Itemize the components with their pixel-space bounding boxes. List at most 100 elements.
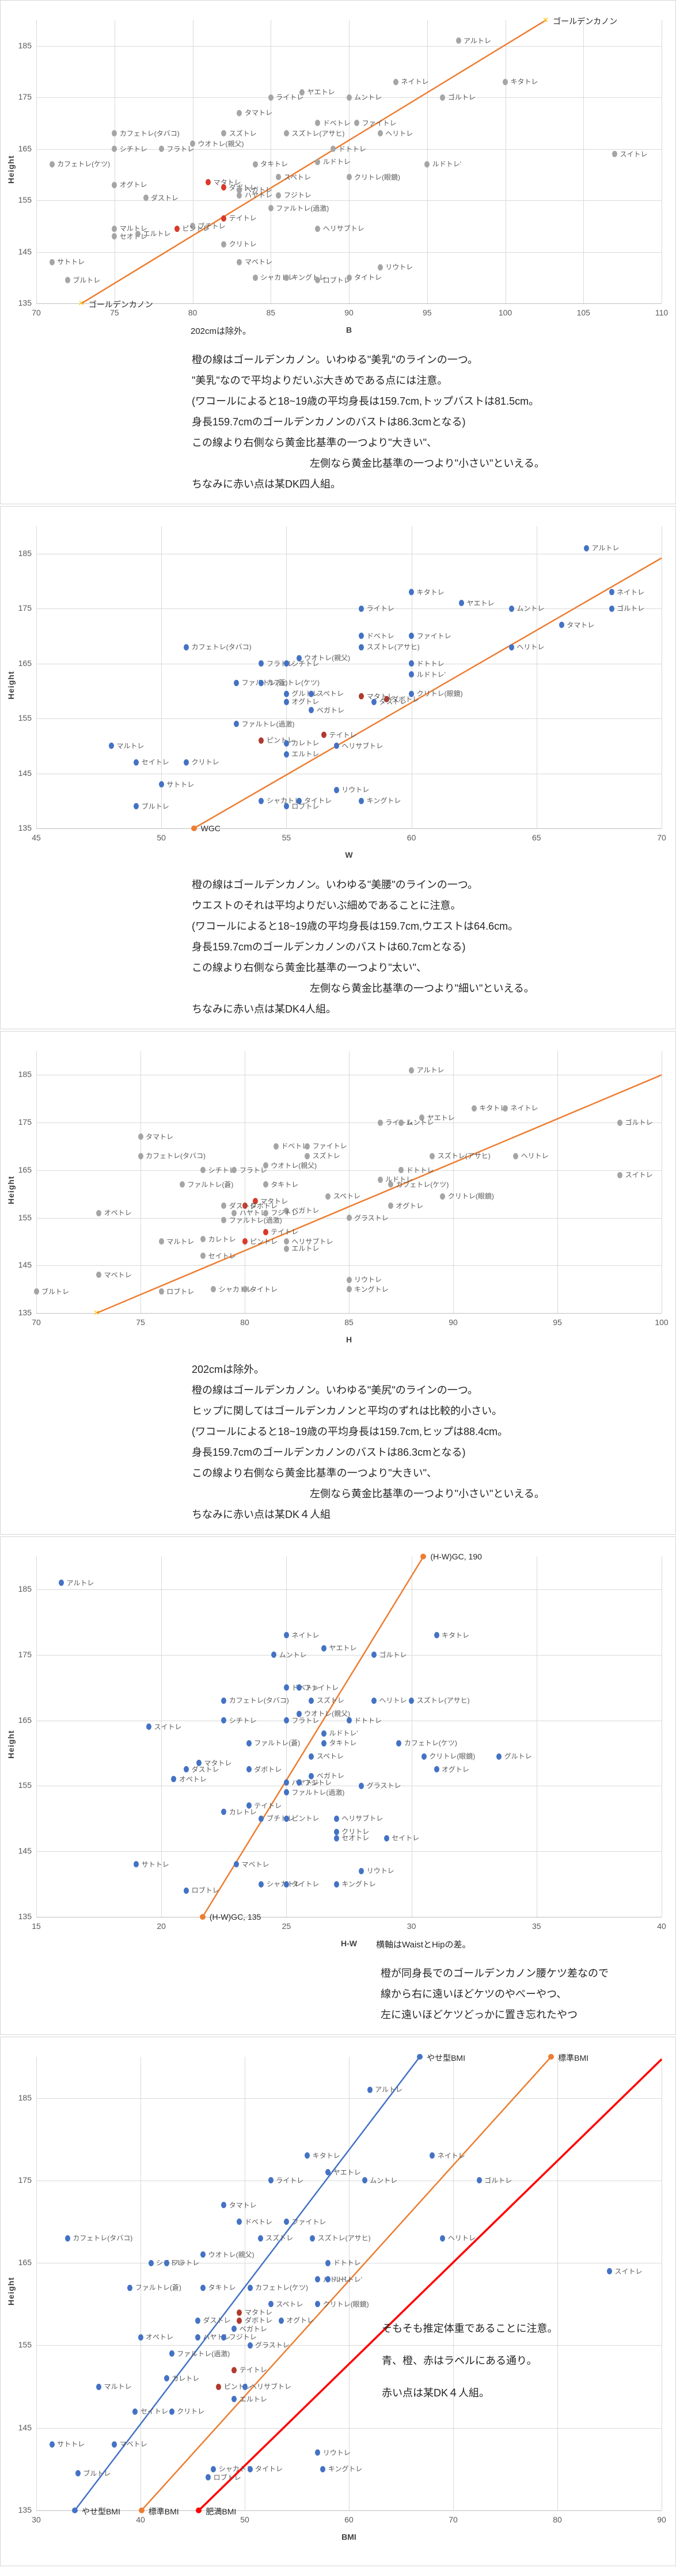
data-point-label: クリトレ xyxy=(177,2407,205,2416)
data-point-label: カフェトレ(タバコ) xyxy=(73,2234,133,2243)
data-point-label: キタトレ xyxy=(510,78,538,86)
data-point xyxy=(359,693,364,700)
data-point-label: グラストレ xyxy=(366,1782,401,1790)
data-point xyxy=(257,2235,263,2242)
data-point-label: キタトレ xyxy=(416,588,445,596)
data-point-label: ウオトレ(親父) xyxy=(198,139,244,148)
data-point-label: ヘリトレ xyxy=(379,1696,407,1705)
data-point-label: タキトレ xyxy=(329,1739,357,1748)
data-point-label: シャカトレ xyxy=(260,273,295,282)
data-point-label: フジトレ xyxy=(271,1209,299,1217)
x-tick-label: 100 xyxy=(498,308,512,317)
y-tick-label: 155 xyxy=(18,1212,32,1222)
data-point xyxy=(309,1772,314,1779)
data-point xyxy=(221,2334,227,2341)
data-point xyxy=(396,1740,402,1746)
data-point xyxy=(359,605,364,612)
y-tick-label: 185 xyxy=(18,1070,32,1079)
data-point xyxy=(221,1809,227,1816)
chart-section-waist[interactable]: Height WGC アルトレ キタトレ ネイトレ ヤエトレ ライトレ ムントレ ゴルトレ タマ… xyxy=(0,506,676,1029)
chart-section-bust[interactable]: Height ✕ ゴールデンカノン ✕ ゴールデンカノン アルトレ ネイトレ キタトレ ヤエト… xyxy=(0,0,676,504)
data-point xyxy=(333,1815,339,1822)
line-label: (H-W)GC, 135 xyxy=(209,1912,261,1921)
data-point-label: ロブトレ xyxy=(191,1886,219,1895)
data-point-label: マルトレ xyxy=(166,1237,195,1246)
data-point-label: タキトレ xyxy=(271,1180,299,1189)
data-point xyxy=(247,2284,253,2291)
data-point xyxy=(174,225,180,232)
data-point-label: タキトレ xyxy=(208,2284,236,2292)
caption-line: この線より右側なら黄金比基準の一つより"太い"、 xyxy=(192,962,427,973)
data-point xyxy=(309,1697,314,1704)
x-tick-label: 70 xyxy=(657,833,666,842)
data-point xyxy=(320,2465,326,2472)
data-point xyxy=(359,1867,364,1874)
data-point-label: リウトレ xyxy=(322,2448,351,2457)
data-point xyxy=(237,2309,242,2316)
data-point xyxy=(200,1236,206,1243)
data-point-label: オグトレ xyxy=(291,698,320,706)
data-point xyxy=(231,2396,237,2403)
data-point xyxy=(325,2276,331,2283)
data-point-label: ヘリサブトレ xyxy=(341,741,383,750)
data-point xyxy=(184,1887,189,1894)
data-point-label: ブルトレ xyxy=(41,1287,70,1296)
data-point xyxy=(231,1167,237,1174)
y-tick-label: 175 xyxy=(18,1117,32,1127)
chart-section-hip[interactable]: Height ✕アルトレキタトレネイトレヤエトレライトレムントレゴルトレタマトレ… xyxy=(0,1031,676,1535)
reference-lines xyxy=(193,557,662,830)
y-tick-label: 155 xyxy=(18,195,32,205)
data-point-label: マルトレ xyxy=(116,741,145,750)
data-point xyxy=(424,161,430,168)
data-point-label: ファイトレ xyxy=(416,631,451,640)
data-point xyxy=(612,151,618,158)
data-point-label: ヘリトレ xyxy=(447,2234,476,2243)
x-axis-line xyxy=(36,1313,662,1314)
data-point xyxy=(196,1760,202,1767)
data-point-label: ドベトレ xyxy=(322,119,351,127)
data-point-label: セイトレ xyxy=(141,758,169,767)
data-point xyxy=(200,1167,206,1174)
data-point-label: ダストレ xyxy=(229,1201,257,1210)
data-point-label: キングトレ xyxy=(328,2465,363,2474)
data-point-label: キングトレ xyxy=(366,797,401,805)
data-point-label: エルトレ xyxy=(291,1245,320,1253)
data-point-label: ウオトレ(親父) xyxy=(271,1161,317,1170)
y-tick-label: 165 xyxy=(18,658,32,668)
data-point xyxy=(49,2441,55,2448)
data-point-label: カフェトレ(タバコ) xyxy=(146,1152,206,1160)
gridline-horizontal xyxy=(36,252,662,253)
data-point xyxy=(305,1152,310,1159)
chart-section-hip-waist-diff[interactable]: Height (H-W)GC, 135 (H-W)GC, 190 アルトレ ネイトレキ… xyxy=(0,1536,676,2035)
data-point xyxy=(221,1717,227,1724)
data-point xyxy=(440,94,446,101)
data-point xyxy=(259,797,264,804)
data-point xyxy=(252,161,258,168)
data-point xyxy=(184,644,189,650)
chart-section-bmi[interactable]: Height やせ型BMI やせ型BMI 標準BMI 標準BMI 肥満BMI アルトレ キタ… xyxy=(0,2037,676,2566)
data-point xyxy=(234,679,240,686)
data-point xyxy=(296,1684,302,1691)
data-point xyxy=(237,109,242,116)
gridline-horizontal xyxy=(36,2098,662,2099)
y-tick-label: 155 xyxy=(18,1780,32,1790)
data-point-label: マルトレ xyxy=(119,225,147,233)
x-tick-label: 90 xyxy=(449,1318,458,1327)
data-point xyxy=(377,1176,383,1183)
data-point xyxy=(263,1228,268,1235)
x-tick-label: 70 xyxy=(32,308,41,317)
data-point xyxy=(296,1710,302,1717)
data-point-label: ヘリトレ xyxy=(517,643,545,651)
data-point xyxy=(283,803,289,810)
x-tick-label: 60 xyxy=(344,2515,354,2524)
reference-line xyxy=(193,557,662,830)
data-point xyxy=(263,1162,268,1169)
gridline-horizontal xyxy=(36,2345,662,2346)
gridline-vertical xyxy=(161,1557,162,1917)
data-point xyxy=(388,1203,393,1209)
data-point xyxy=(200,1253,206,1260)
x-tick-label: 100 xyxy=(655,1318,669,1327)
data-point-label: ベガトレ xyxy=(244,186,272,195)
data-point-label: ダボトレ xyxy=(392,695,420,703)
y-tick-label: 185 xyxy=(18,1584,32,1593)
